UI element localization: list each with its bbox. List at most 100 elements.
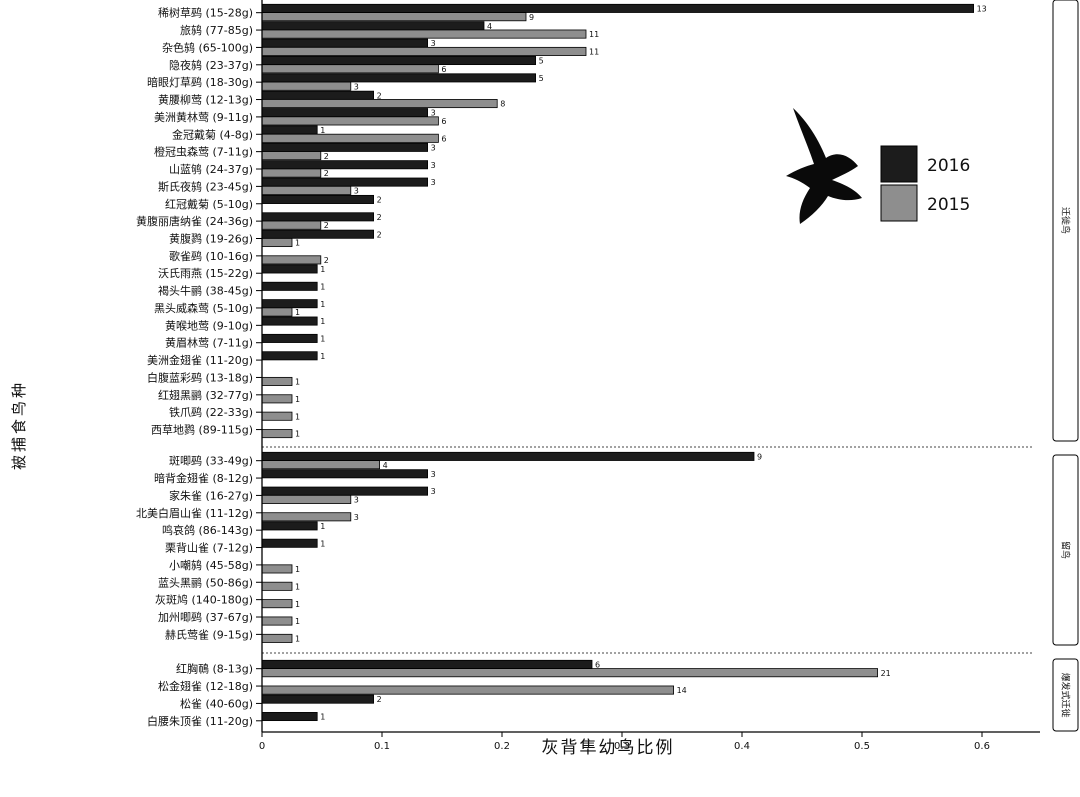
category-label: 暗眼灯草鹀 (18-30g) — [147, 75, 253, 89]
data-label-2016: 3 — [431, 39, 436, 48]
category-label: 隐夜鸫 (23-37g) — [169, 58, 253, 72]
bar-2016 — [261, 90, 374, 100]
bar-2016 — [261, 538, 318, 548]
category-label: 北美白眉山雀 (11-12g) — [136, 506, 253, 520]
category-label: 美洲黄林莺 (9-11g) — [154, 110, 253, 124]
category-label: 黑头威森莺 (5-10g) — [154, 301, 253, 315]
data-label-2016: 1 — [320, 539, 325, 548]
data-label-2016: 9 — [757, 453, 762, 462]
data-label-2015: 1 — [295, 635, 300, 644]
bar-2016 — [261, 3, 974, 13]
bar-2015 — [261, 512, 352, 522]
bar-2015 — [261, 633, 293, 643]
group-label: 爆发式迁徙 — [1060, 672, 1072, 717]
bar-2015 — [261, 307, 293, 317]
x-axis-title: 灰背隼幼鸟比例 — [542, 738, 675, 758]
bar-2016 — [261, 38, 429, 48]
category-label: 松雀 (40-60g) — [180, 696, 253, 710]
category-label: 金冠戴菊 (4-8g) — [172, 127, 253, 141]
bar-2015 — [261, 581, 293, 591]
data-label-2016: 1 — [320, 713, 325, 722]
bar-2016 — [261, 299, 318, 309]
bars-layer: 1394113115653283616323233222212111111111… — [261, 3, 987, 722]
bar-2015 — [261, 685, 675, 695]
data-label-2015: 1 — [295, 395, 300, 404]
data-label-2015: 3 — [354, 82, 359, 91]
data-label-2015: 1 — [295, 412, 300, 421]
bar-2015 — [261, 494, 352, 504]
bar-2015 — [261, 116, 439, 126]
data-label-2015: 1 — [295, 582, 300, 591]
data-label-2016: 1 — [320, 522, 325, 531]
data-label-2016: 2 — [377, 213, 382, 222]
data-label-2016: 1 — [320, 126, 325, 135]
bar-2016 — [261, 194, 374, 204]
data-label-2015: 11 — [589, 30, 599, 39]
category-label: 白腰朱顶雀 (11-20g) — [147, 714, 253, 728]
bar-2016 — [261, 659, 593, 669]
data-label-2015: 14 — [677, 686, 687, 695]
group-box — [1052, 0, 1079, 442]
bar-2015 — [261, 46, 587, 56]
data-label-2015: 3 — [354, 496, 359, 505]
bar-2016 — [261, 21, 485, 31]
bar-2015 — [261, 599, 293, 609]
bar-2015 — [261, 394, 293, 404]
bar-2016 — [261, 177, 429, 187]
data-label-2016: 4 — [487, 22, 492, 31]
bar-2016 — [261, 56, 537, 66]
category-label: 家朱雀 (16-27g) — [169, 488, 253, 502]
data-label-2015: 2 — [324, 152, 329, 161]
data-label-2015: 3 — [354, 513, 359, 522]
data-label-2016: 2 — [377, 196, 382, 205]
category-label: 松金翅雀 (12-18g) — [158, 679, 253, 693]
data-label-2015: 6 — [441, 117, 446, 126]
legend-swatch-2015 — [880, 184, 918, 222]
data-label-2015: 6 — [441, 65, 446, 74]
category-label: 黄腰柳莺 (12-13g) — [158, 93, 253, 107]
bar-2016 — [261, 351, 318, 361]
bar-2016 — [261, 281, 318, 291]
bar-2015 — [261, 99, 498, 109]
category-label: 铁爪鹀 (22-33g) — [169, 405, 253, 419]
bar-2015 — [261, 168, 322, 178]
x-tick-label: 0.3 — [614, 741, 630, 752]
category-label: 红翅黑鹂 (32-77g) — [158, 388, 253, 402]
bar-2016 — [261, 316, 318, 326]
y-axis-title: 被捕食鸟种 — [10, 380, 28, 470]
x-tick-label: 0.5 — [854, 741, 870, 752]
bar-2016 — [261, 264, 318, 274]
category-label: 灰斑鸠 (140-180g) — [155, 593, 253, 607]
bar-2015 — [261, 411, 293, 421]
bar-2016 — [261, 712, 318, 722]
category-label: 山蓝鸲 (24-37g) — [169, 162, 253, 176]
category-label: 沃氏雨燕 (15-22g) — [158, 267, 253, 280]
data-label-2016: 3 — [431, 178, 436, 187]
bar-2016 — [261, 160, 429, 170]
bar-2015 — [261, 564, 293, 574]
category-label: 稀树草鹀 (15-28g) — [158, 6, 253, 20]
group-label: 迁徙鸟 — [1060, 207, 1072, 234]
data-label-2015: 2 — [324, 256, 329, 265]
bar-2015 — [261, 185, 352, 195]
bar-2016 — [261, 108, 429, 118]
data-label-2016: 6 — [595, 661, 600, 670]
bar-2016 — [261, 125, 318, 135]
group-box — [1052, 658, 1079, 732]
category-label: 赫氏莺雀 (9-15g) — [165, 628, 253, 641]
category-label: 黄喉地莺 (9-10g) — [165, 318, 253, 332]
data-label-2016: 3 — [431, 161, 436, 170]
bar-2015 — [261, 616, 293, 626]
category-label: 红胸鳾 (8-13g) — [176, 662, 253, 676]
bar-2015 — [261, 429, 293, 439]
group-box — [1052, 454, 1079, 646]
bar-2015 — [261, 376, 293, 386]
category-label: 白腹蓝彩鹀 (13-18g) — [147, 370, 253, 384]
category-label: 歌雀鹀 (10-16g) — [169, 249, 253, 263]
bar-2015 — [261, 220, 322, 230]
legend-swatch-2016 — [880, 145, 918, 183]
bar-2016 — [261, 521, 318, 531]
data-label-2016: 3 — [431, 487, 436, 496]
category-label: 黄眉林莺 (7-11g) — [165, 336, 253, 350]
data-label-2016: 1 — [320, 352, 325, 361]
